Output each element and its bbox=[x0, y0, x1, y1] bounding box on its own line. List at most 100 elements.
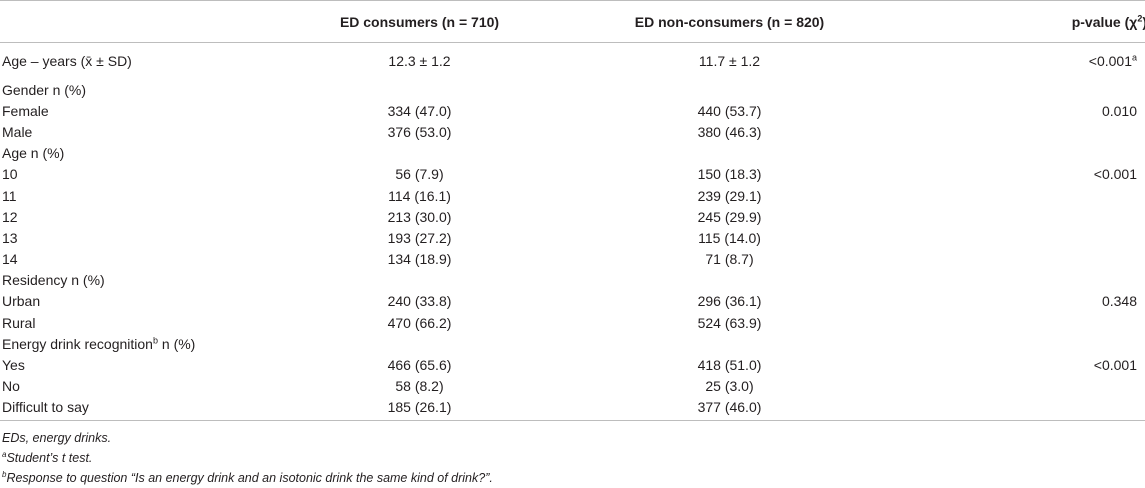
row-label-text: Residency n (%) bbox=[2, 272, 105, 289]
row-label: Energy drink recognitionb n (%) bbox=[0, 334, 302, 355]
table-row: Urban 240 (33.8) 296 (36.1) 0.348 bbox=[0, 291, 1145, 312]
row-label-text: Urban bbox=[2, 293, 41, 310]
row-label-text: Rural bbox=[2, 314, 36, 331]
row-label-text: 12 bbox=[2, 208, 18, 225]
header-label-column bbox=[0, 1, 302, 43]
table-row: Energy drink recognitionb n (%) bbox=[0, 334, 1145, 355]
row-label: Age – years (x̄ ± SD) bbox=[0, 43, 302, 80]
cell-ed-non-consumers: 239 (29.1) bbox=[697, 187, 762, 204]
cell-ed-non-consumers: 418 (51.0) bbox=[697, 357, 762, 374]
cell-p-value bbox=[922, 185, 1145, 206]
row-label-text: Gender n (%) bbox=[2, 81, 87, 98]
cell-ed-non-consumers bbox=[537, 143, 922, 164]
cell-ed-consumers bbox=[302, 334, 537, 355]
cell-p-value bbox=[922, 143, 1145, 164]
row-label-text: Difficult to say bbox=[2, 399, 89, 416]
cell-p-value-sup: a bbox=[1131, 51, 1137, 62]
footnote-abbreviations: EDs, energy drinks. bbox=[2, 431, 112, 445]
cell-ed-consumers bbox=[302, 143, 537, 164]
row-label: Female bbox=[0, 101, 302, 122]
row-label-text: 14 bbox=[2, 251, 18, 268]
cell-ed-consumers: 12.3 ± 1.2 bbox=[388, 52, 451, 69]
footnote-a-text: Student’s t test. bbox=[6, 451, 93, 465]
footnote-a-marker: a bbox=[2, 449, 7, 459]
cell-p-value bbox=[922, 334, 1145, 355]
header-p-value-sup: 2 bbox=[1137, 13, 1143, 24]
cell-p-value bbox=[922, 207, 1145, 228]
table-row: Female 334 (47.0) 440 (53.7) 0.010 bbox=[0, 101, 1145, 122]
cell-p-value bbox=[922, 270, 1145, 291]
table-row: 12 213 (30.0) 245 (29.9) bbox=[0, 207, 1145, 228]
cell-ed-non-consumers: 115 (14.0) bbox=[698, 229, 761, 246]
table: ED consumers (n = 710) ED non-consumers … bbox=[0, 0, 1145, 422]
table-row: Yes 466 (65.6) 418 (51.0) <0.001 bbox=[0, 355, 1145, 376]
header-p-value-close: ) bbox=[1142, 14, 1145, 30]
cell-ed-consumers bbox=[302, 80, 537, 101]
table-row: Age – years (x̄ ± SD) 12.3 ± 1.2 11.7 ± 1.… bbox=[0, 43, 1145, 80]
cell-p-value bbox=[922, 313, 1145, 334]
cell-p-value: 0.010 bbox=[922, 101, 1145, 122]
cell-p-value bbox=[922, 228, 1145, 249]
cell-ed-non-consumers: 71 (8.7) bbox=[705, 251, 754, 268]
footnote-b-marker: b bbox=[2, 469, 7, 479]
cell-ed-consumers: 193 (27.2) bbox=[387, 229, 452, 246]
table-row: Male 376 (53.0) 380 (46.3) bbox=[0, 122, 1145, 143]
table-row: 14 134 (18.9) 71 (8.7) bbox=[0, 249, 1145, 270]
row-label: 10 bbox=[0, 164, 302, 185]
cell-ed-consumers: 213 (30.0) bbox=[387, 208, 452, 225]
cell-p-value-text: <0.001 bbox=[1093, 166, 1137, 183]
cell-ed-consumers: 240 (33.8) bbox=[387, 293, 452, 310]
table-bottom-rule bbox=[0, 420, 1145, 421]
cell-ed-non-consumers bbox=[537, 270, 922, 291]
row-label-text: Female bbox=[2, 102, 49, 119]
header-ed-consumers: ED consumers (n = 710) bbox=[339, 13, 500, 30]
cell-p-value bbox=[922, 80, 1145, 101]
table-row: Gender n (%) bbox=[0, 80, 1145, 101]
row-label: Urban bbox=[0, 291, 302, 312]
row-label: Rural bbox=[0, 313, 302, 334]
cell-ed-consumers: 56 (7.9) bbox=[395, 166, 444, 183]
cell-p-value-text: 0.348 bbox=[1101, 293, 1137, 310]
data-table: ED consumers (n = 710) ED non-consumers … bbox=[0, 0, 1145, 422]
table-row: Residency n (%) bbox=[0, 270, 1145, 291]
row-label: Age n (%) bbox=[0, 143, 302, 164]
header-ed-non-consumers: ED non-consumers (n = 820) bbox=[634, 13, 825, 30]
row-label-text: 13 bbox=[2, 229, 18, 246]
cell-ed-non-consumers: 150 (18.3) bbox=[697, 166, 762, 183]
cell-ed-consumers: 114 (16.1) bbox=[388, 187, 451, 204]
cell-p-value-text: <0.001 bbox=[1088, 52, 1132, 69]
cell-p-value: <0.001 bbox=[922, 164, 1145, 185]
cell-ed-consumers: 334 (47.0) bbox=[387, 102, 452, 119]
row-label: 14 bbox=[0, 249, 302, 270]
table-row: Difficult to say 185 (26.1) 377 (46.0) bbox=[0, 397, 1145, 422]
footnote-a: aStudent’s t test. bbox=[2, 448, 493, 468]
header-p-value-text: p-value (χ bbox=[1071, 13, 1138, 30]
row-label: Gender n (%) bbox=[0, 80, 302, 101]
footnote-b: bResponse to question “Is an energy drin… bbox=[2, 468, 493, 488]
row-label-text: Energy drink recognition bbox=[2, 335, 153, 352]
cell-ed-consumers: 134 (18.9) bbox=[387, 251, 452, 268]
cell-p-value bbox=[922, 249, 1145, 270]
cell-ed-non-consumers: 296 (36.1) bbox=[697, 293, 762, 310]
header-bottom-rule bbox=[0, 42, 1145, 43]
row-label-text: 11 bbox=[2, 187, 17, 204]
row-label: Yes bbox=[0, 355, 302, 376]
table-footnotes: EDs, energy drinks. aStudent’s t test. b… bbox=[2, 428, 493, 488]
header-row: ED consumers (n = 710) ED non-consumers … bbox=[0, 1, 1145, 43]
row-label: 11 bbox=[0, 185, 302, 206]
cell-ed-non-consumers: 524 (63.9) bbox=[697, 314, 762, 331]
cell-ed-non-consumers bbox=[537, 334, 922, 355]
cell-p-value: 0.348 bbox=[922, 291, 1145, 312]
cell-ed-non-consumers: 25 (3.0) bbox=[705, 378, 754, 395]
cell-p-value-text: <0.001 bbox=[1093, 357, 1137, 374]
cell-ed-consumers bbox=[302, 270, 537, 291]
row-label-text: Male bbox=[2, 123, 33, 140]
table-row: Rural 470 (66.2) 524 (63.9) bbox=[0, 313, 1145, 334]
row-label-suffix: n (%) bbox=[158, 335, 196, 352]
row-label-sup: b bbox=[152, 335, 158, 346]
row-label-text: Age – years (x̄ ± SD) bbox=[2, 52, 132, 69]
cell-ed-consumers: 185 (26.1) bbox=[387, 399, 452, 416]
row-label: 12 bbox=[0, 207, 302, 228]
cell-ed-non-consumers: 440 (53.7) bbox=[697, 102, 762, 119]
header-p-value: p-value (χ2) bbox=[922, 1, 1145, 43]
